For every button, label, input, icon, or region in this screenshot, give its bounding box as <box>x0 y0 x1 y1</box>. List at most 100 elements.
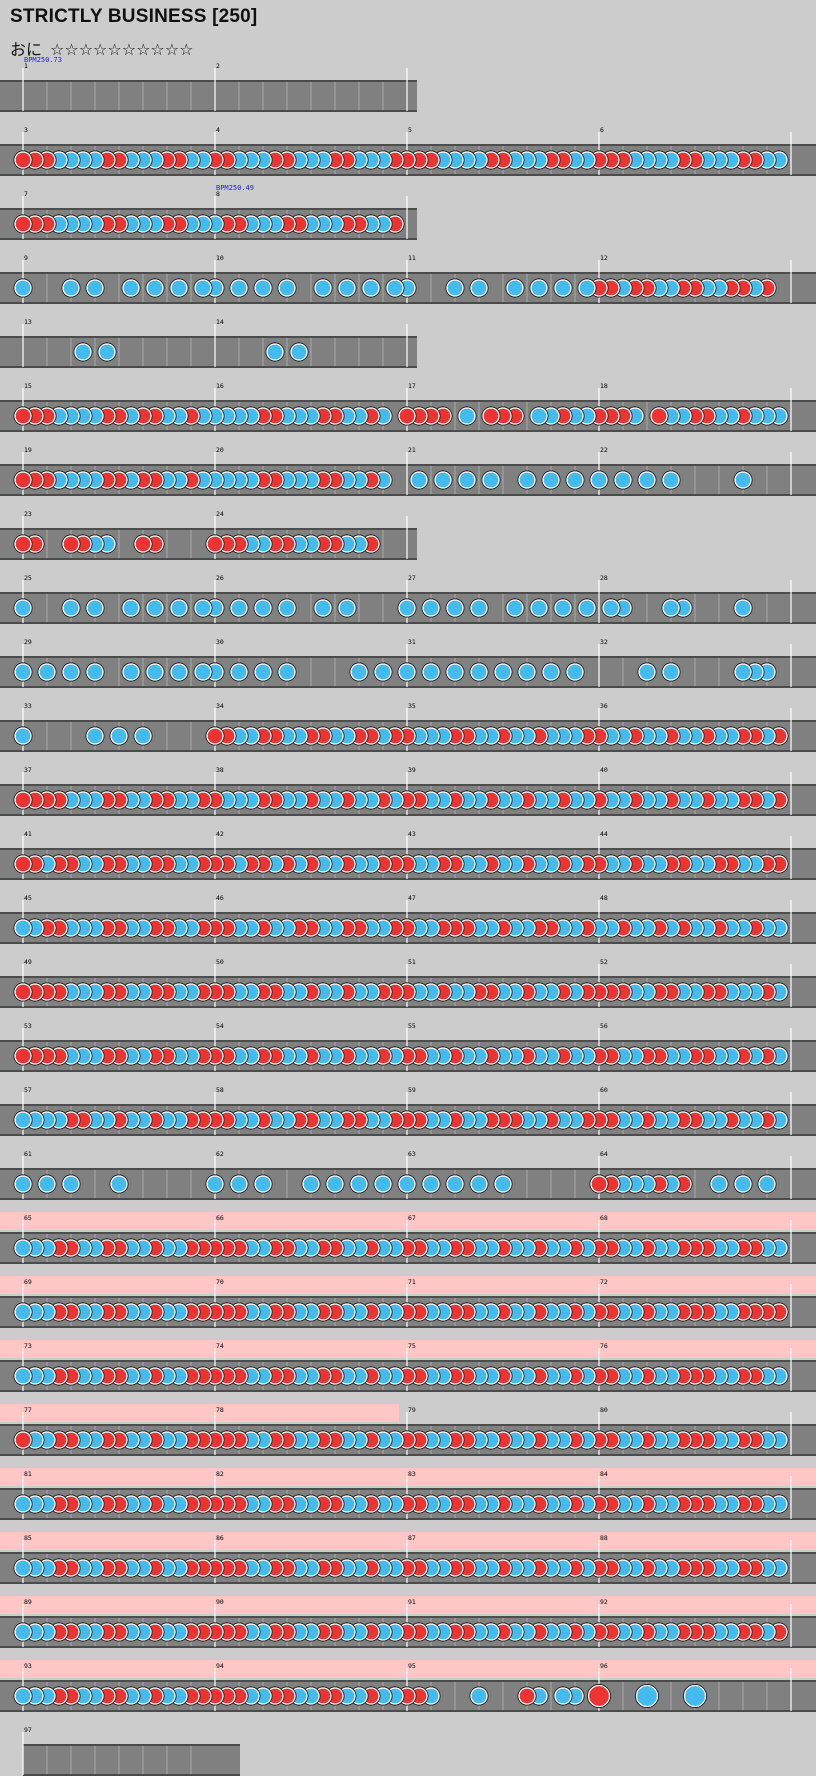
measure-number: 76 <box>600 1342 608 1350</box>
ka-note <box>470 1175 488 1193</box>
don-note <box>590 1175 608 1193</box>
ka-note <box>146 663 164 681</box>
measure-number: 83 <box>408 1470 416 1478</box>
measure-number: 8 <box>216 190 220 198</box>
course-label: おに <box>10 40 43 59</box>
measure-number: 32 <box>600 638 608 646</box>
measure-number: 77 <box>24 1406 32 1414</box>
measure-number: 78 <box>216 1406 224 1414</box>
measure-number: 69 <box>24 1278 32 1286</box>
measure-number: 10 <box>216 254 224 262</box>
ka-note <box>494 663 512 681</box>
bpm-change-label: BPM250.73 <box>24 56 62 64</box>
measure-number: 44 <box>600 830 608 838</box>
measure-number: 16 <box>216 382 224 390</box>
don-note <box>62 535 80 553</box>
measure-number: 39 <box>408 766 416 774</box>
ka-note <box>278 599 296 617</box>
measure-number: 63 <box>408 1150 416 1158</box>
measure-number: 74 <box>216 1342 224 1350</box>
measure-number: 58 <box>216 1086 224 1094</box>
ka-note <box>230 279 248 297</box>
ka-note <box>110 727 128 745</box>
ka-note <box>326 1175 344 1193</box>
ka-note <box>170 599 188 617</box>
ka-note <box>446 599 464 617</box>
measure-number: 36 <box>600 702 608 710</box>
measure-number: 21 <box>408 446 416 454</box>
measure-number: 4 <box>216 126 220 134</box>
ka-note <box>662 471 680 489</box>
ka-note <box>386 279 404 297</box>
measure-number: 65 <box>24 1214 32 1222</box>
gogo-band <box>0 1340 816 1358</box>
gogo-band <box>0 1404 399 1422</box>
measure-number: 87 <box>408 1534 416 1542</box>
measure-number: 61 <box>24 1150 32 1158</box>
ka-note <box>14 1687 32 1705</box>
ka-note <box>266 343 284 361</box>
ka-note <box>86 599 104 617</box>
gogo-band <box>0 1596 816 1614</box>
ka-note <box>494 1175 512 1193</box>
ka-note <box>14 1559 32 1577</box>
ka-note <box>458 407 476 425</box>
ka-note <box>14 919 32 937</box>
ka-note <box>62 1175 80 1193</box>
ka-note <box>662 663 680 681</box>
ka-note <box>14 1175 32 1193</box>
measure-number: 62 <box>216 1150 224 1158</box>
ka-note <box>338 599 356 617</box>
don-note <box>14 407 32 425</box>
measure-number: 42 <box>216 830 224 838</box>
measure-number: 45 <box>24 894 32 902</box>
measure-number: 56 <box>600 1022 608 1030</box>
measure-number: 25 <box>24 574 32 582</box>
course-difficulty: おに ☆☆☆☆☆☆☆☆☆☆ <box>10 36 193 60</box>
measure-number: 30 <box>216 638 224 646</box>
gogo-band <box>0 1276 816 1294</box>
ka-note <box>554 279 572 297</box>
ka-note <box>602 599 620 617</box>
measure-number: 23 <box>24 510 32 518</box>
ka-note <box>194 279 212 297</box>
ka-note <box>254 279 272 297</box>
ka-note <box>14 1111 32 1129</box>
measure-number: 88 <box>600 1534 608 1542</box>
ka-note <box>446 663 464 681</box>
measure-number: 12 <box>600 254 608 262</box>
ka-note <box>86 663 104 681</box>
don-note <box>518 1687 536 1705</box>
ka-note <box>398 1175 416 1193</box>
measure-number: 34 <box>216 702 224 710</box>
ka-note <box>254 1175 272 1193</box>
ka-note <box>506 279 524 297</box>
ka-note <box>86 279 104 297</box>
ka-note <box>254 599 272 617</box>
ka-note <box>194 663 212 681</box>
measure-number: 86 <box>216 1534 224 1542</box>
ka-note <box>38 663 56 681</box>
measure-number: 40 <box>600 766 608 774</box>
ka-note <box>350 1175 368 1193</box>
measure-number: 73 <box>24 1342 32 1350</box>
ka-note <box>542 663 560 681</box>
measure-number: 13 <box>24 318 32 326</box>
ka-note <box>554 599 572 617</box>
ka-note <box>14 1367 32 1385</box>
ka-note <box>314 279 332 297</box>
ka-note <box>374 663 392 681</box>
measure-number: 64 <box>600 1150 608 1158</box>
ka-note <box>338 279 356 297</box>
ka-note <box>230 1175 248 1193</box>
ka-note <box>62 663 80 681</box>
note-lane <box>23 1746 240 1774</box>
ka-note <box>314 599 332 617</box>
gogo-band <box>0 1468 816 1486</box>
don-note <box>206 535 224 553</box>
measure-number: 22 <box>600 446 608 454</box>
measure-number: 71 <box>408 1278 416 1286</box>
measure-number: 91 <box>408 1598 416 1606</box>
ka-note <box>302 1175 320 1193</box>
ka-note <box>566 663 584 681</box>
